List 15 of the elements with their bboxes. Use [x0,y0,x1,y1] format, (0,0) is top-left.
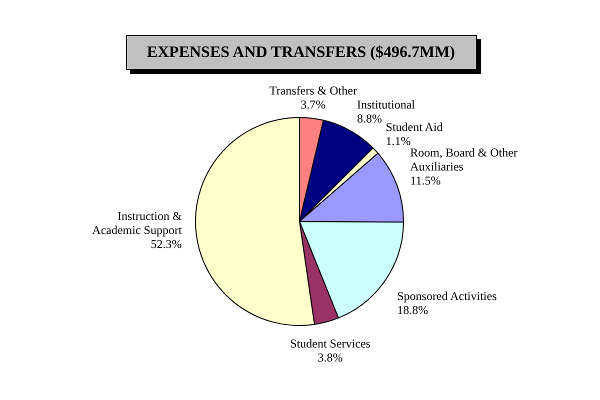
data-label: 52.3% [150,237,182,252]
data-label: 11.5% [410,173,441,188]
slice-label: Instruction & Academic Support [92,209,182,238]
slice-label: Institutional [356,97,416,112]
slice-label: Student Aid [386,120,443,134]
data-label: 18.8% [397,302,428,317]
data-label: 1.1% [386,134,411,148]
data-label: 8.8% [356,111,382,126]
slice-label: Sponsored Activities [397,288,498,303]
chart-title: EXPENSES AND TRANSFERS ($496.7MM) [146,44,456,61]
data-label: 3.7% [300,97,326,112]
slice-label: Transfers & Other [269,83,357,98]
slice-label: Student Services [290,336,371,350]
slice-label: Room, Board & Other Auxiliaries [410,145,518,174]
data-label: 3.8% [318,350,343,364]
